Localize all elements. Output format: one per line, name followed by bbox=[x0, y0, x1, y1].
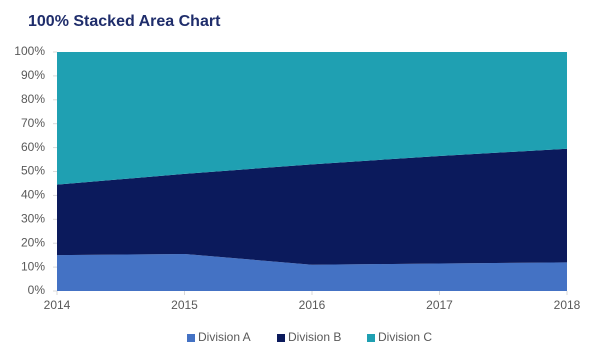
y-tick-label: 40% bbox=[21, 188, 45, 202]
chart-title: 100% Stacked Area Chart bbox=[28, 13, 221, 30]
legend-label: Division C bbox=[378, 330, 432, 344]
area bbox=[57, 52, 567, 185]
x-tick-label: 2016 bbox=[299, 298, 326, 312]
y-tick-label: 50% bbox=[21, 164, 45, 178]
y-tick-label: 90% bbox=[21, 68, 45, 82]
legend-label: Division A bbox=[198, 330, 251, 344]
legend-label: Division B bbox=[288, 330, 341, 344]
y-tick-label: 60% bbox=[21, 140, 45, 154]
legend-swatch bbox=[187, 334, 195, 342]
y-tick-label: 0% bbox=[28, 283, 46, 297]
area bbox=[57, 253, 567, 291]
x-tick-label: 2014 bbox=[44, 298, 71, 312]
x-tick-label: 2017 bbox=[426, 298, 453, 312]
x-tick-label: 2018 bbox=[554, 298, 581, 312]
y-tick-label: 70% bbox=[21, 116, 45, 130]
y-tick-label: 80% bbox=[21, 92, 45, 106]
y-tick-label: 100% bbox=[14, 44, 45, 58]
area bbox=[57, 148, 567, 265]
y-tick-label: 10% bbox=[21, 259, 45, 273]
legend-swatch bbox=[367, 334, 375, 342]
y-tick-label: 30% bbox=[21, 211, 45, 225]
legend-swatch bbox=[277, 334, 285, 342]
x-tick-label: 2015 bbox=[171, 298, 198, 312]
y-tick-label: 20% bbox=[21, 235, 45, 249]
